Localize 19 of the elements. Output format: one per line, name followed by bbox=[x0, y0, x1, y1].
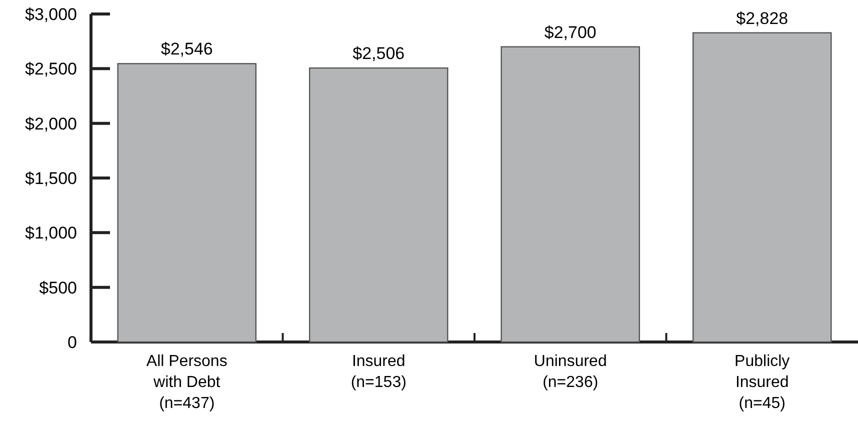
x-tick-label: All Persons with Debt (n=437) bbox=[146, 353, 228, 412]
bar bbox=[692, 32, 832, 343]
y-tick-label: $500 bbox=[39, 278, 77, 298]
data-label: $2,700 bbox=[544, 22, 596, 42]
data-label: $2,546 bbox=[160, 40, 213, 59]
y-tick-label: $3,000 bbox=[25, 4, 77, 24]
bar bbox=[117, 63, 257, 343]
y-tick-label: 0 bbox=[68, 332, 77, 352]
x-tick-label: Publicly Insured (n=45) bbox=[734, 353, 790, 412]
x-tick-label: Uninsured (n=236) bbox=[534, 353, 607, 391]
y-tick-label: $1,000 bbox=[25, 224, 77, 243]
y-tick-label: $2,500 bbox=[25, 60, 77, 79]
bar bbox=[308, 67, 448, 343]
data-label: $2,506 bbox=[352, 44, 405, 64]
bar bbox=[500, 46, 640, 343]
y-tick-label: $2,000 bbox=[25, 114, 77, 134]
y-tick-label: $1,500 bbox=[25, 168, 77, 188]
x-tick-label: Insured (n=153) bbox=[350, 353, 406, 391]
data-label: $2,828 bbox=[736, 8, 788, 28]
